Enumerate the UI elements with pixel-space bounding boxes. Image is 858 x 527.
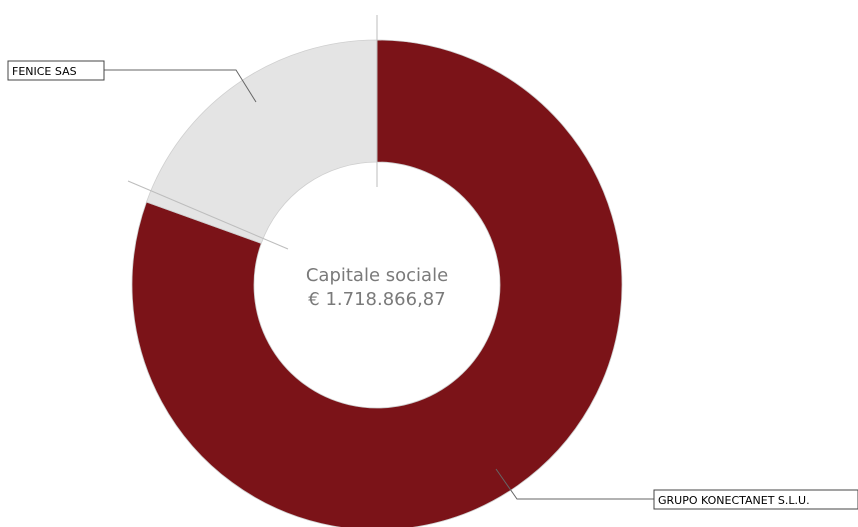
slice-grupo-konectanet-s-l-u	[131, 39, 623, 527]
label-box-grupo: GRUPO KONECTANET S.L.U.	[653, 489, 858, 510]
label-box-fenice: FENICE SAS	[7, 60, 105, 81]
label-connector-grupo	[495, 468, 654, 500]
center-value: € 1.718.866,87	[308, 289, 445, 310]
slices-layer	[131, 39, 623, 527]
leader-line-left	[127, 180, 289, 250]
center-title: Capitale sociale	[306, 265, 448, 286]
label-connector-fenice	[104, 69, 257, 103]
slice-label-grupo: GRUPO KONECTANET S.L.U.	[658, 494, 810, 507]
slice-label-fenice: FENICE SAS	[12, 65, 77, 78]
slice-fenice-sas	[145, 39, 378, 244]
